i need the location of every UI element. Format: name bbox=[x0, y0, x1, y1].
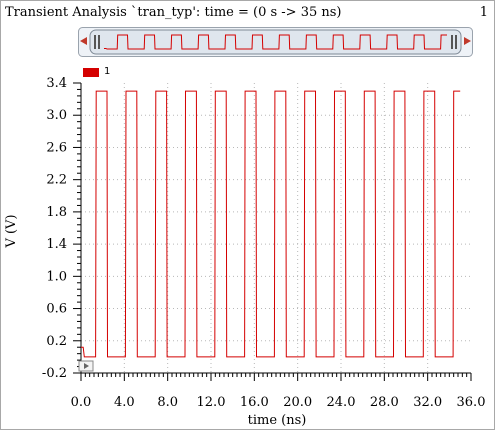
y-tick-label: 1.0 bbox=[46, 269, 67, 284]
y-tick-label: 2.6 bbox=[46, 140, 67, 155]
x-axis-label: time (ns) bbox=[248, 413, 307, 428]
y-tick-label: 3.4 bbox=[46, 76, 67, 91]
grip-handle-icon[interactable] bbox=[451, 35, 457, 49]
tick-labels: 0.0 4.0 8.0 12.0 16.0 20.0 24.0 28.0 32.0 36.0 -0.… bbox=[42, 76, 486, 410]
y-tick-label: 2.2 bbox=[46, 173, 67, 188]
grid bbox=[81, 83, 471, 373]
arrow-right-icon[interactable] bbox=[464, 37, 471, 45]
y-tick-label: 1.4 bbox=[46, 237, 67, 252]
legend-label: 1 bbox=[104, 66, 111, 77]
x-tick-label: 4.0 bbox=[114, 395, 135, 410]
y-tick-label: 0.2 bbox=[46, 334, 67, 349]
x-tick-label: 12.0 bbox=[197, 395, 226, 410]
x-tick-label: 36.0 bbox=[457, 395, 486, 410]
overview-scrollbar[interactable] bbox=[78, 27, 473, 57]
y-tick-label: 1.8 bbox=[46, 205, 67, 220]
x-tick-label: 0.0 bbox=[71, 395, 92, 410]
x-tick-label: 8.0 bbox=[157, 395, 178, 410]
axes bbox=[73, 82, 472, 381]
window-title: Transient Analysis `tran_typ': time = (0… bbox=[5, 5, 342, 20]
y-tick-label: 0.6 bbox=[46, 302, 67, 317]
y-axis-label: V (V) bbox=[4, 214, 19, 248]
page-number: 1 bbox=[479, 5, 488, 20]
y-tick-label: -0.2 bbox=[42, 366, 67, 381]
legend-swatch bbox=[83, 68, 99, 77]
arrow-left-icon[interactable] bbox=[80, 37, 87, 45]
series-1-trace bbox=[81, 90, 461, 358]
play-icon[interactable] bbox=[78, 360, 94, 372]
x-tick-label: 28.0 bbox=[370, 395, 399, 410]
x-tick-label: 32.0 bbox=[413, 395, 442, 410]
x-tick-label: 16.0 bbox=[240, 395, 269, 410]
grip-handle-icon[interactable] bbox=[94, 35, 100, 49]
overview-trace bbox=[104, 34, 447, 50]
overview-thumb[interactable] bbox=[89, 29, 462, 55]
x-tick-label: 20.0 bbox=[283, 395, 312, 410]
x-tick-label: 24.0 bbox=[327, 395, 356, 410]
y-tick-label: 3.0 bbox=[46, 108, 67, 123]
